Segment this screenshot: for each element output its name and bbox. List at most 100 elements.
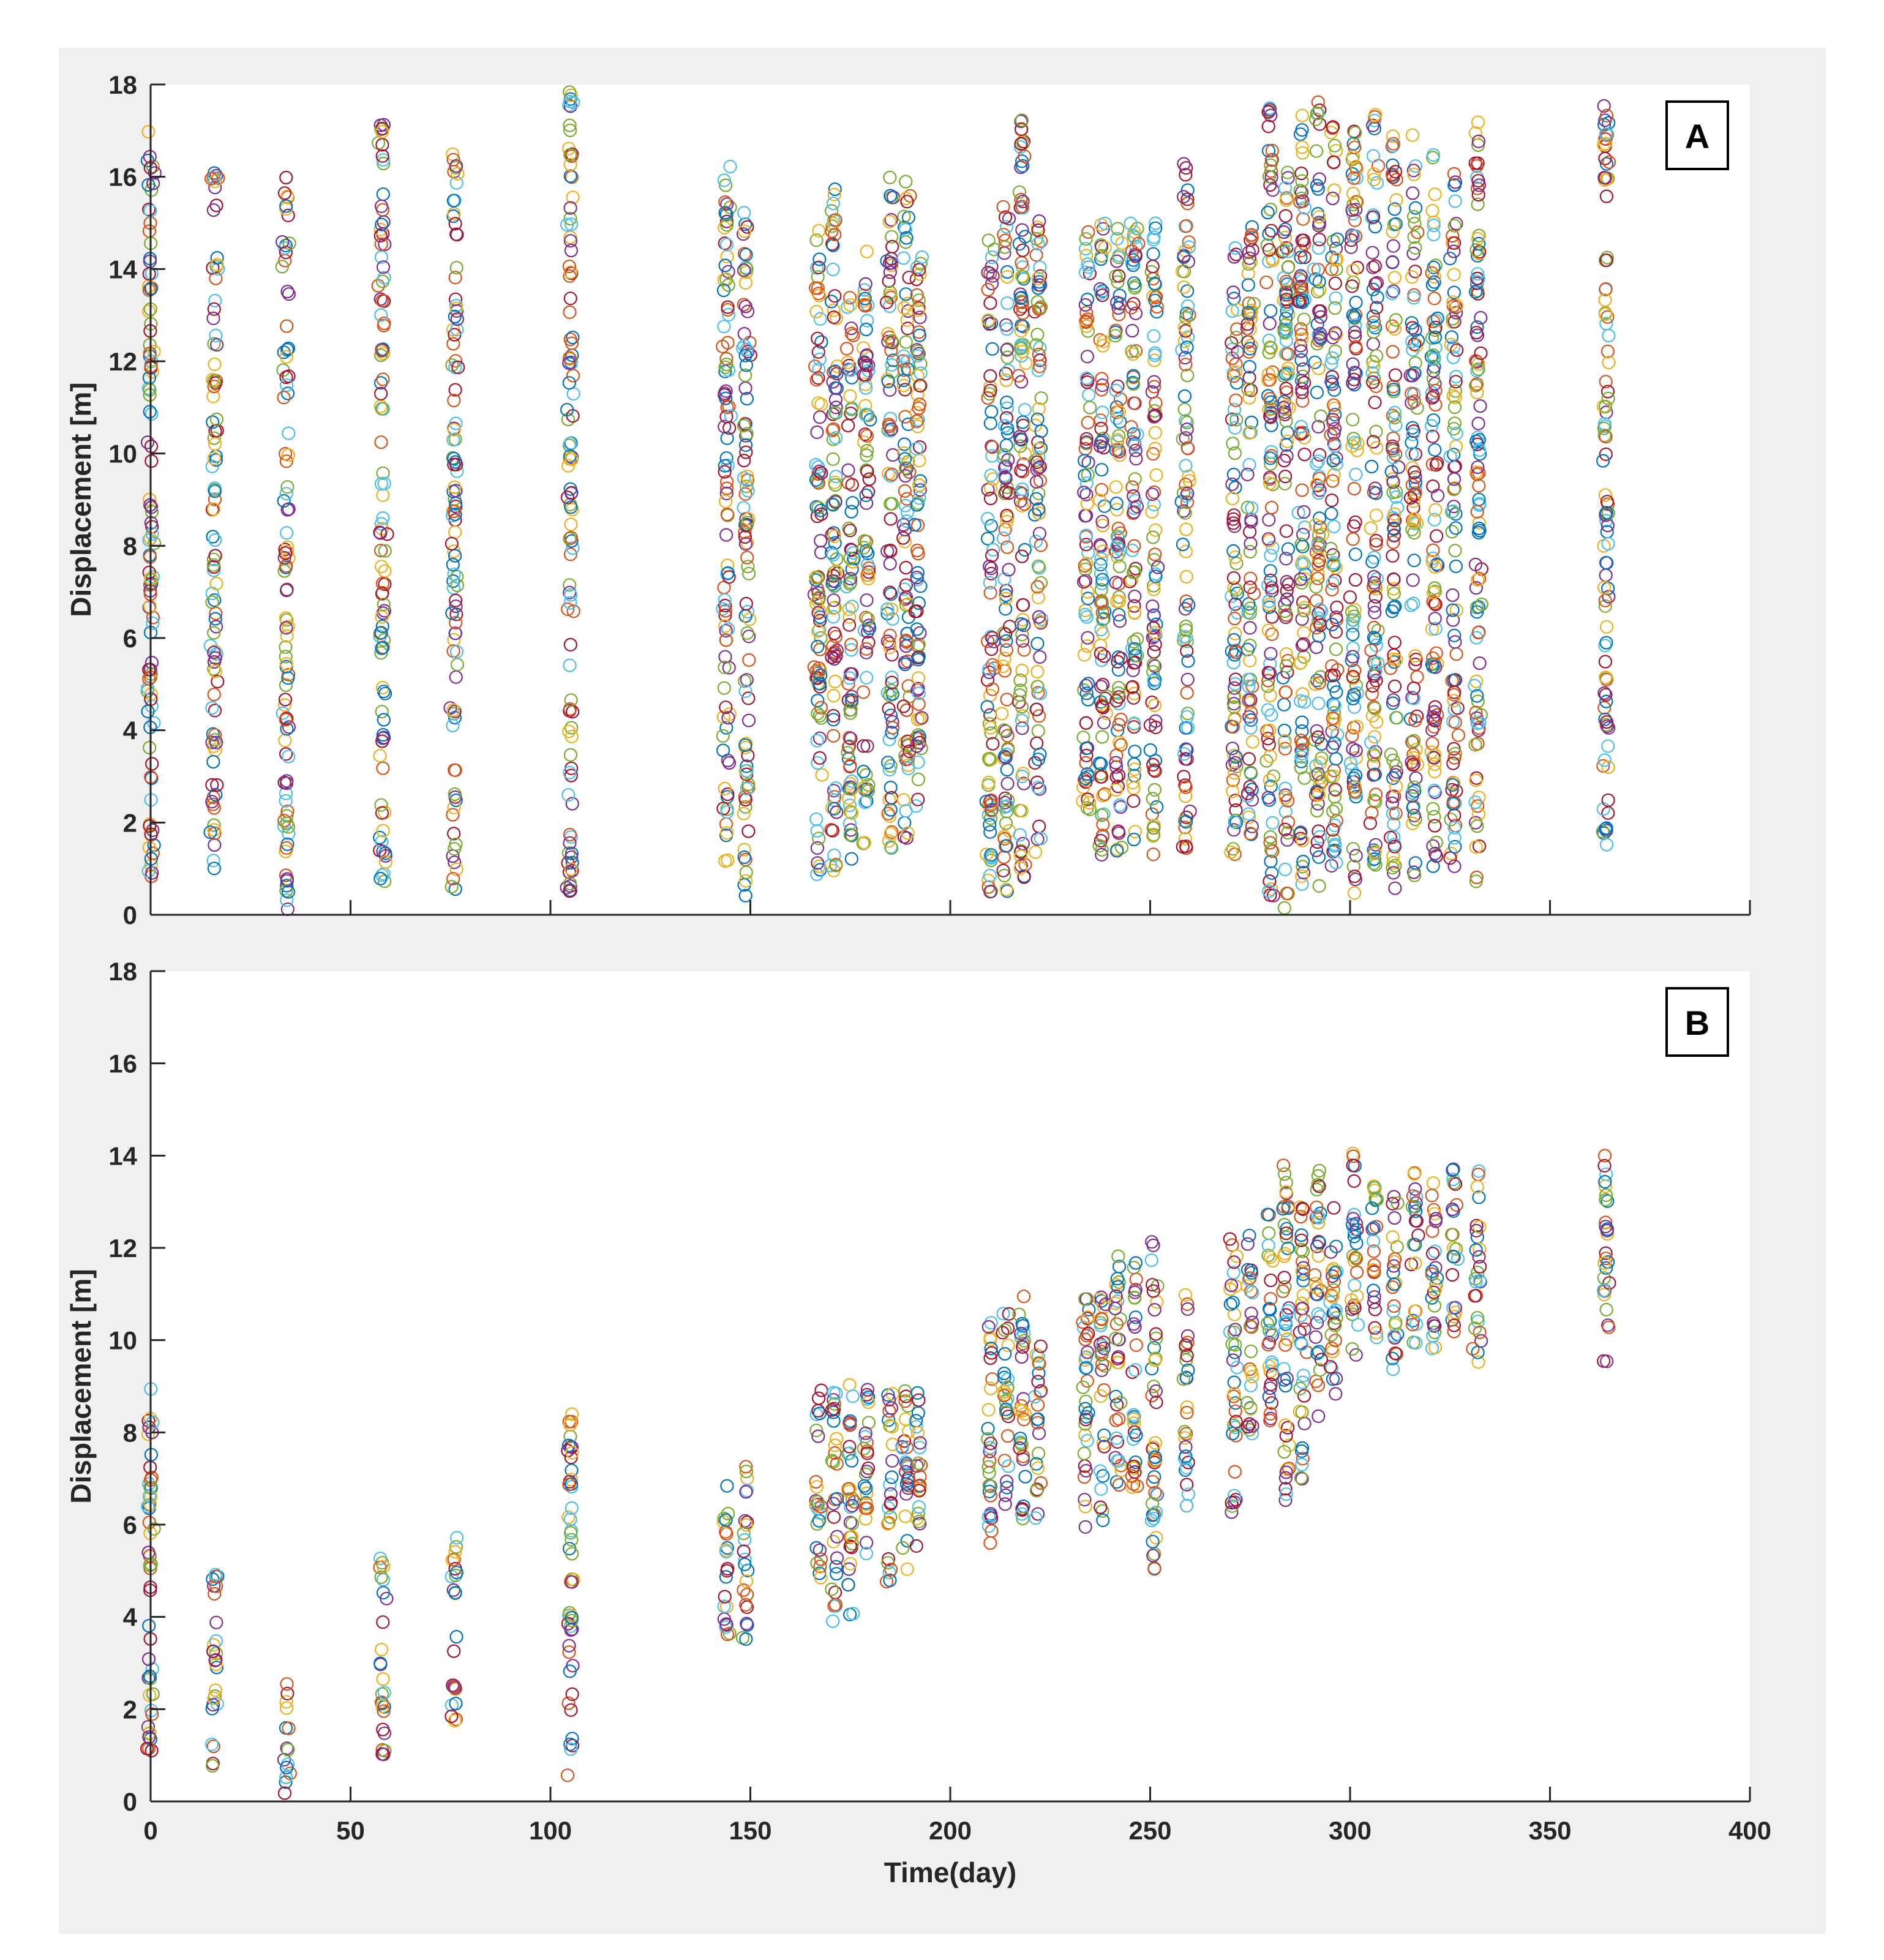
data-point — [884, 469, 898, 483]
data-point — [376, 824, 390, 838]
data-point — [814, 700, 828, 715]
data-point — [859, 544, 874, 558]
data-point — [446, 808, 460, 822]
data-point — [564, 500, 578, 514]
data-point — [741, 781, 756, 795]
data-point — [881, 334, 895, 348]
data-point — [859, 407, 873, 421]
data-point — [827, 651, 841, 666]
data-point — [741, 691, 756, 705]
data-point — [896, 251, 910, 265]
data-point — [205, 700, 219, 715]
data-point — [565, 452, 579, 467]
data-point — [846, 328, 860, 342]
data-point — [277, 550, 291, 565]
data-point — [811, 606, 825, 620]
data-point — [843, 389, 857, 404]
data-point — [375, 680, 390, 695]
data-point — [740, 469, 754, 484]
data-point — [842, 791, 856, 805]
data-point — [279, 199, 293, 213]
data-point — [374, 517, 388, 531]
data-point — [450, 464, 464, 478]
data-point — [884, 189, 898, 203]
data-point — [211, 674, 225, 689]
data-point — [885, 230, 899, 244]
data-point — [206, 311, 220, 325]
data-point — [813, 614, 827, 628]
y-tick-label: 10 — [108, 440, 137, 468]
data-point — [825, 650, 839, 664]
data-point — [279, 487, 293, 501]
data-point — [813, 751, 827, 765]
data-point — [897, 437, 912, 451]
data-point — [278, 698, 292, 712]
data-point — [563, 596, 577, 610]
data-point — [144, 407, 159, 421]
data-point — [563, 449, 577, 463]
data-point — [374, 476, 389, 491]
data-point — [563, 291, 577, 306]
data-point — [808, 281, 823, 295]
data-point — [861, 636, 876, 650]
y-axis-label-a: Displacement [m] — [65, 382, 97, 617]
data-point — [449, 645, 464, 659]
data-point — [829, 430, 843, 445]
data-point — [447, 451, 461, 466]
data-point — [738, 888, 752, 903]
data-point — [451, 360, 465, 375]
data-point — [376, 260, 391, 274]
data-point — [566, 541, 580, 555]
data-point — [445, 358, 459, 372]
data-point — [279, 170, 293, 185]
data-point — [378, 686, 392, 700]
data-point — [825, 528, 839, 542]
data-point — [740, 673, 754, 687]
data-point — [738, 348, 752, 362]
data-point — [843, 571, 858, 586]
data-point — [811, 476, 826, 490]
data-point — [826, 432, 841, 446]
data-point — [207, 862, 221, 876]
data-point — [446, 574, 460, 588]
data-point — [378, 544, 392, 558]
data-point — [826, 238, 840, 252]
data-point — [858, 277, 873, 291]
data-point — [861, 485, 876, 499]
data-point — [738, 738, 752, 753]
data-point — [209, 787, 223, 802]
data-point — [562, 351, 577, 365]
data-point — [448, 271, 462, 285]
data-point — [566, 96, 580, 110]
data-point — [814, 335, 828, 349]
data-point — [145, 527, 159, 541]
data-point — [207, 823, 221, 837]
data-point — [859, 322, 873, 337]
data-point — [282, 236, 296, 250]
data-point — [901, 304, 915, 318]
data-point — [722, 421, 737, 435]
data-point — [450, 323, 464, 337]
data-point — [207, 374, 221, 388]
data-point — [203, 825, 217, 839]
data-point — [206, 530, 220, 544]
data-point — [827, 310, 841, 325]
data-point — [446, 337, 460, 351]
data-point — [374, 237, 388, 251]
data-point — [279, 378, 294, 392]
data-point — [142, 203, 156, 217]
data-point — [814, 668, 828, 682]
data-point — [844, 806, 859, 820]
data-point — [280, 629, 294, 643]
data-point — [373, 292, 388, 306]
data-point — [206, 389, 220, 404]
data-point — [147, 716, 161, 730]
data-point — [719, 700, 733, 715]
data-points-a — [140, 85, 1616, 917]
data-point — [206, 203, 220, 217]
data-point — [884, 587, 898, 601]
data-point — [857, 534, 872, 548]
data-point — [141, 704, 155, 719]
data-point — [207, 451, 221, 465]
